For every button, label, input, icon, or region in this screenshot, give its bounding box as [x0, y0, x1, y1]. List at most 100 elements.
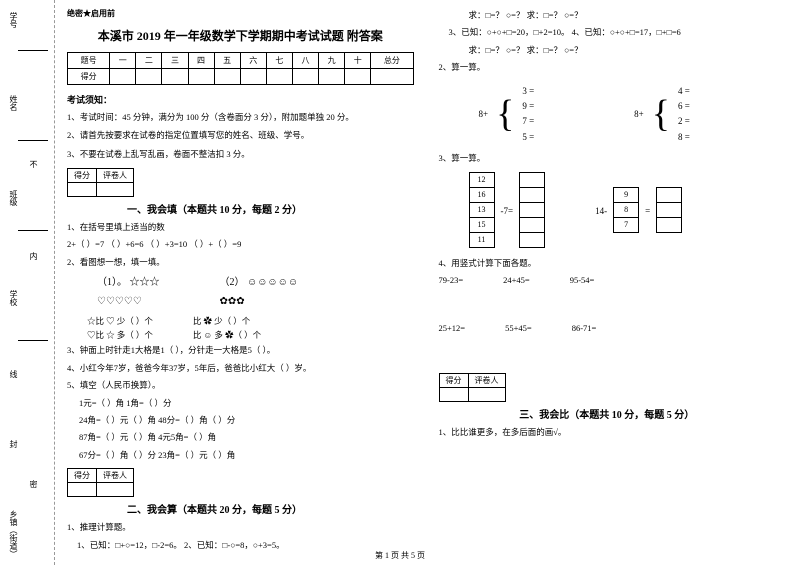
empty-box — [519, 232, 545, 248]
confidential-mark: 绝密★启用前 — [67, 8, 414, 19]
brace-icon: { — [496, 101, 514, 128]
num-box: 11 — [469, 232, 495, 248]
calc-line: 5 = — [522, 130, 534, 145]
side-label-class: 班级 — [8, 190, 19, 206]
scorer-cell: 评卷人 — [97, 168, 134, 182]
header-cell: 四 — [188, 53, 214, 69]
header-cell: 六 — [240, 53, 266, 69]
box-stack: 12 16 13 15 11 — [469, 173, 495, 248]
blank-cell — [345, 69, 371, 85]
side-mark: 密 — [28, 480, 39, 488]
smiley-row: （2） ☺☺☺☺☺ — [220, 275, 299, 291]
left-column: 绝密★启用前 本溪市 2019 年一年级数学下学期期中考试试题 附答案 题号 一… — [67, 8, 429, 565]
box-stack-empty — [519, 173, 545, 248]
side-mark: 不 — [28, 160, 39, 168]
table-row: 题号 一 二 三 四 五 六 七 八 九 十 总分 — [68, 53, 414, 69]
logic-line: 3、已知：○+○+□=20，□+2=10。 4、已知：○+○+□=17，□+□=… — [449, 25, 776, 39]
question-line: 4、用竖式计算下面各题。 — [439, 256, 776, 270]
num-box: 7 — [613, 217, 639, 233]
score-table: 题号 一 二 三 四 五 六 七 八 九 十 总分 得分 — [67, 52, 414, 85]
sub-text: -7= — [501, 206, 514, 216]
blank-cell — [292, 69, 318, 85]
logic-line: 求：□=？ ○=？ 求：□=？ ○=？ — [469, 43, 776, 57]
calc-line: 7 = — [522, 114, 534, 129]
num-box: 8 — [613, 202, 639, 218]
side-underline — [18, 340, 48, 341]
scorer-cell: 评卷人 — [97, 469, 134, 483]
calc-expr: 25+12= — [439, 323, 466, 333]
blank-cell — [188, 69, 214, 85]
flower-row: ✿✿✿ — [220, 294, 299, 310]
row-label: 得分 — [68, 69, 110, 85]
blank-cell — [371, 69, 413, 85]
num-box: 12 — [469, 172, 495, 188]
scorer-box: 得分评卷人 — [67, 168, 134, 197]
blank-space — [439, 337, 776, 367]
num-box: 9 — [613, 187, 639, 203]
question-line: 2、算一算。 — [439, 60, 776, 74]
question-line: 1、推理计算题。 — [67, 520, 414, 534]
question-line: 1、比比谁更多，在多后面的画√。 — [439, 425, 776, 439]
side-label-school: 学校 — [8, 290, 19, 306]
blank-cell — [468, 387, 505, 401]
calc-line: 6 = — [678, 99, 690, 114]
scorer-cell: 得分 — [68, 469, 97, 483]
money-line: 67分=（ ）角（ ）分 23角=（ ）元（ ）角 — [79, 448, 414, 462]
blank-cell — [136, 69, 162, 85]
side-underline — [18, 230, 48, 231]
calc-expr: 79-23= — [439, 275, 464, 285]
compare-row: ☆比 ♡ 少（ ）个 比 ✿ 少（ ）个 — [87, 315, 414, 327]
section2-title: 二、我会算（本题共 20 分，每题 5 分） — [127, 501, 414, 516]
exam-title: 本溪市 2019 年一年级数学下学期期中考试试题 附答案 — [67, 27, 414, 44]
side-underline — [18, 50, 48, 51]
compare-text: ☆比 ♡ 少（ ）个 — [87, 315, 153, 327]
calc-expr: 86-71= — [572, 323, 597, 333]
section3-title: 三、我会比（本题共 10 分，每题 5 分） — [439, 406, 776, 421]
header-cell: 十 — [345, 53, 371, 69]
blank-cell — [240, 69, 266, 85]
calc-line: 8 = — [678, 130, 690, 145]
question-line: 5、填空（人民币换算）。 — [67, 378, 414, 392]
num-box: 13 — [469, 202, 495, 218]
blank-cell — [68, 483, 97, 497]
blank-cell — [439, 387, 468, 401]
compare-text: 比 ☺ 多 ✿（ ）个 — [193, 329, 261, 341]
header-cell: 二 — [136, 53, 162, 69]
calc-line: 9 = — [522, 99, 534, 114]
calc-line: 2 = — [678, 114, 690, 129]
notice-line: 3、不要在试卷上乱写乱画，卷面不整洁扣 3 分。 — [67, 147, 414, 162]
empty-box — [519, 187, 545, 203]
money-line: 24角=（ ）元（ ）角 48分=（ ）角（ ）分 — [79, 413, 414, 427]
compare-row: ♡比 ☆ 多（ ）个 比 ☺ 多 ✿（ ）个 — [87, 329, 414, 341]
scorer-box: 得分评卷人 — [67, 468, 134, 497]
calc-expr: 55+45= — [505, 323, 532, 333]
blank-cell — [214, 69, 240, 85]
content-area: 绝密★启用前 本溪市 2019 年一年级数学下学期期中考试试题 附答案 题号 一… — [55, 0, 800, 565]
blank-space — [439, 289, 776, 319]
side-mark: 内 — [28, 252, 39, 260]
calc-expr: 24+45= — [503, 275, 530, 285]
scorer-cell: 得分 — [68, 168, 97, 182]
calc-lines: 3 = 9 = 7 = 5 = — [522, 84, 534, 145]
empty-box — [519, 202, 545, 218]
scorer-cell: 评卷人 — [468, 373, 505, 387]
calc-expr: 95-54= — [570, 275, 595, 285]
side-underline — [18, 140, 48, 141]
right-column: 求：□=？ ○=？ 求：□=？ ○=？ 3、已知：○+○+□=20，□+2=10… — [429, 8, 791, 565]
side-mark: 封 — [8, 440, 19, 448]
scorer-box: 得分评卷人 — [439, 373, 506, 402]
blank-cell — [319, 69, 345, 85]
blank-cell — [162, 69, 188, 85]
equation-line: 2+（ ）=7 （ ）+6=6 （ ）+3=10 （ ）+（ ）=9 — [67, 237, 414, 251]
notice-line: 1、考试时间：45 分钟，满分为 100 分（含卷面分 3 分），附加题单独 2… — [67, 110, 414, 125]
sub-text: 14- — [595, 206, 607, 216]
header-cell: 题号 — [68, 53, 110, 69]
notice-heading: 考试须知： — [67, 93, 414, 106]
section1-title: 一、我会填（本题共 10 分，每题 2 分） — [127, 201, 414, 216]
compare-text: ♡比 ☆ 多（ ）个 — [87, 329, 153, 341]
page-footer: 第 1 页 共 5 页 — [0, 550, 800, 561]
header-cell: 三 — [162, 53, 188, 69]
header-cell: 五 — [214, 53, 240, 69]
empty-box — [656, 187, 682, 203]
shape-group-2: （2） ☺☺☺☺☺ ✿✿✿ — [190, 272, 299, 313]
